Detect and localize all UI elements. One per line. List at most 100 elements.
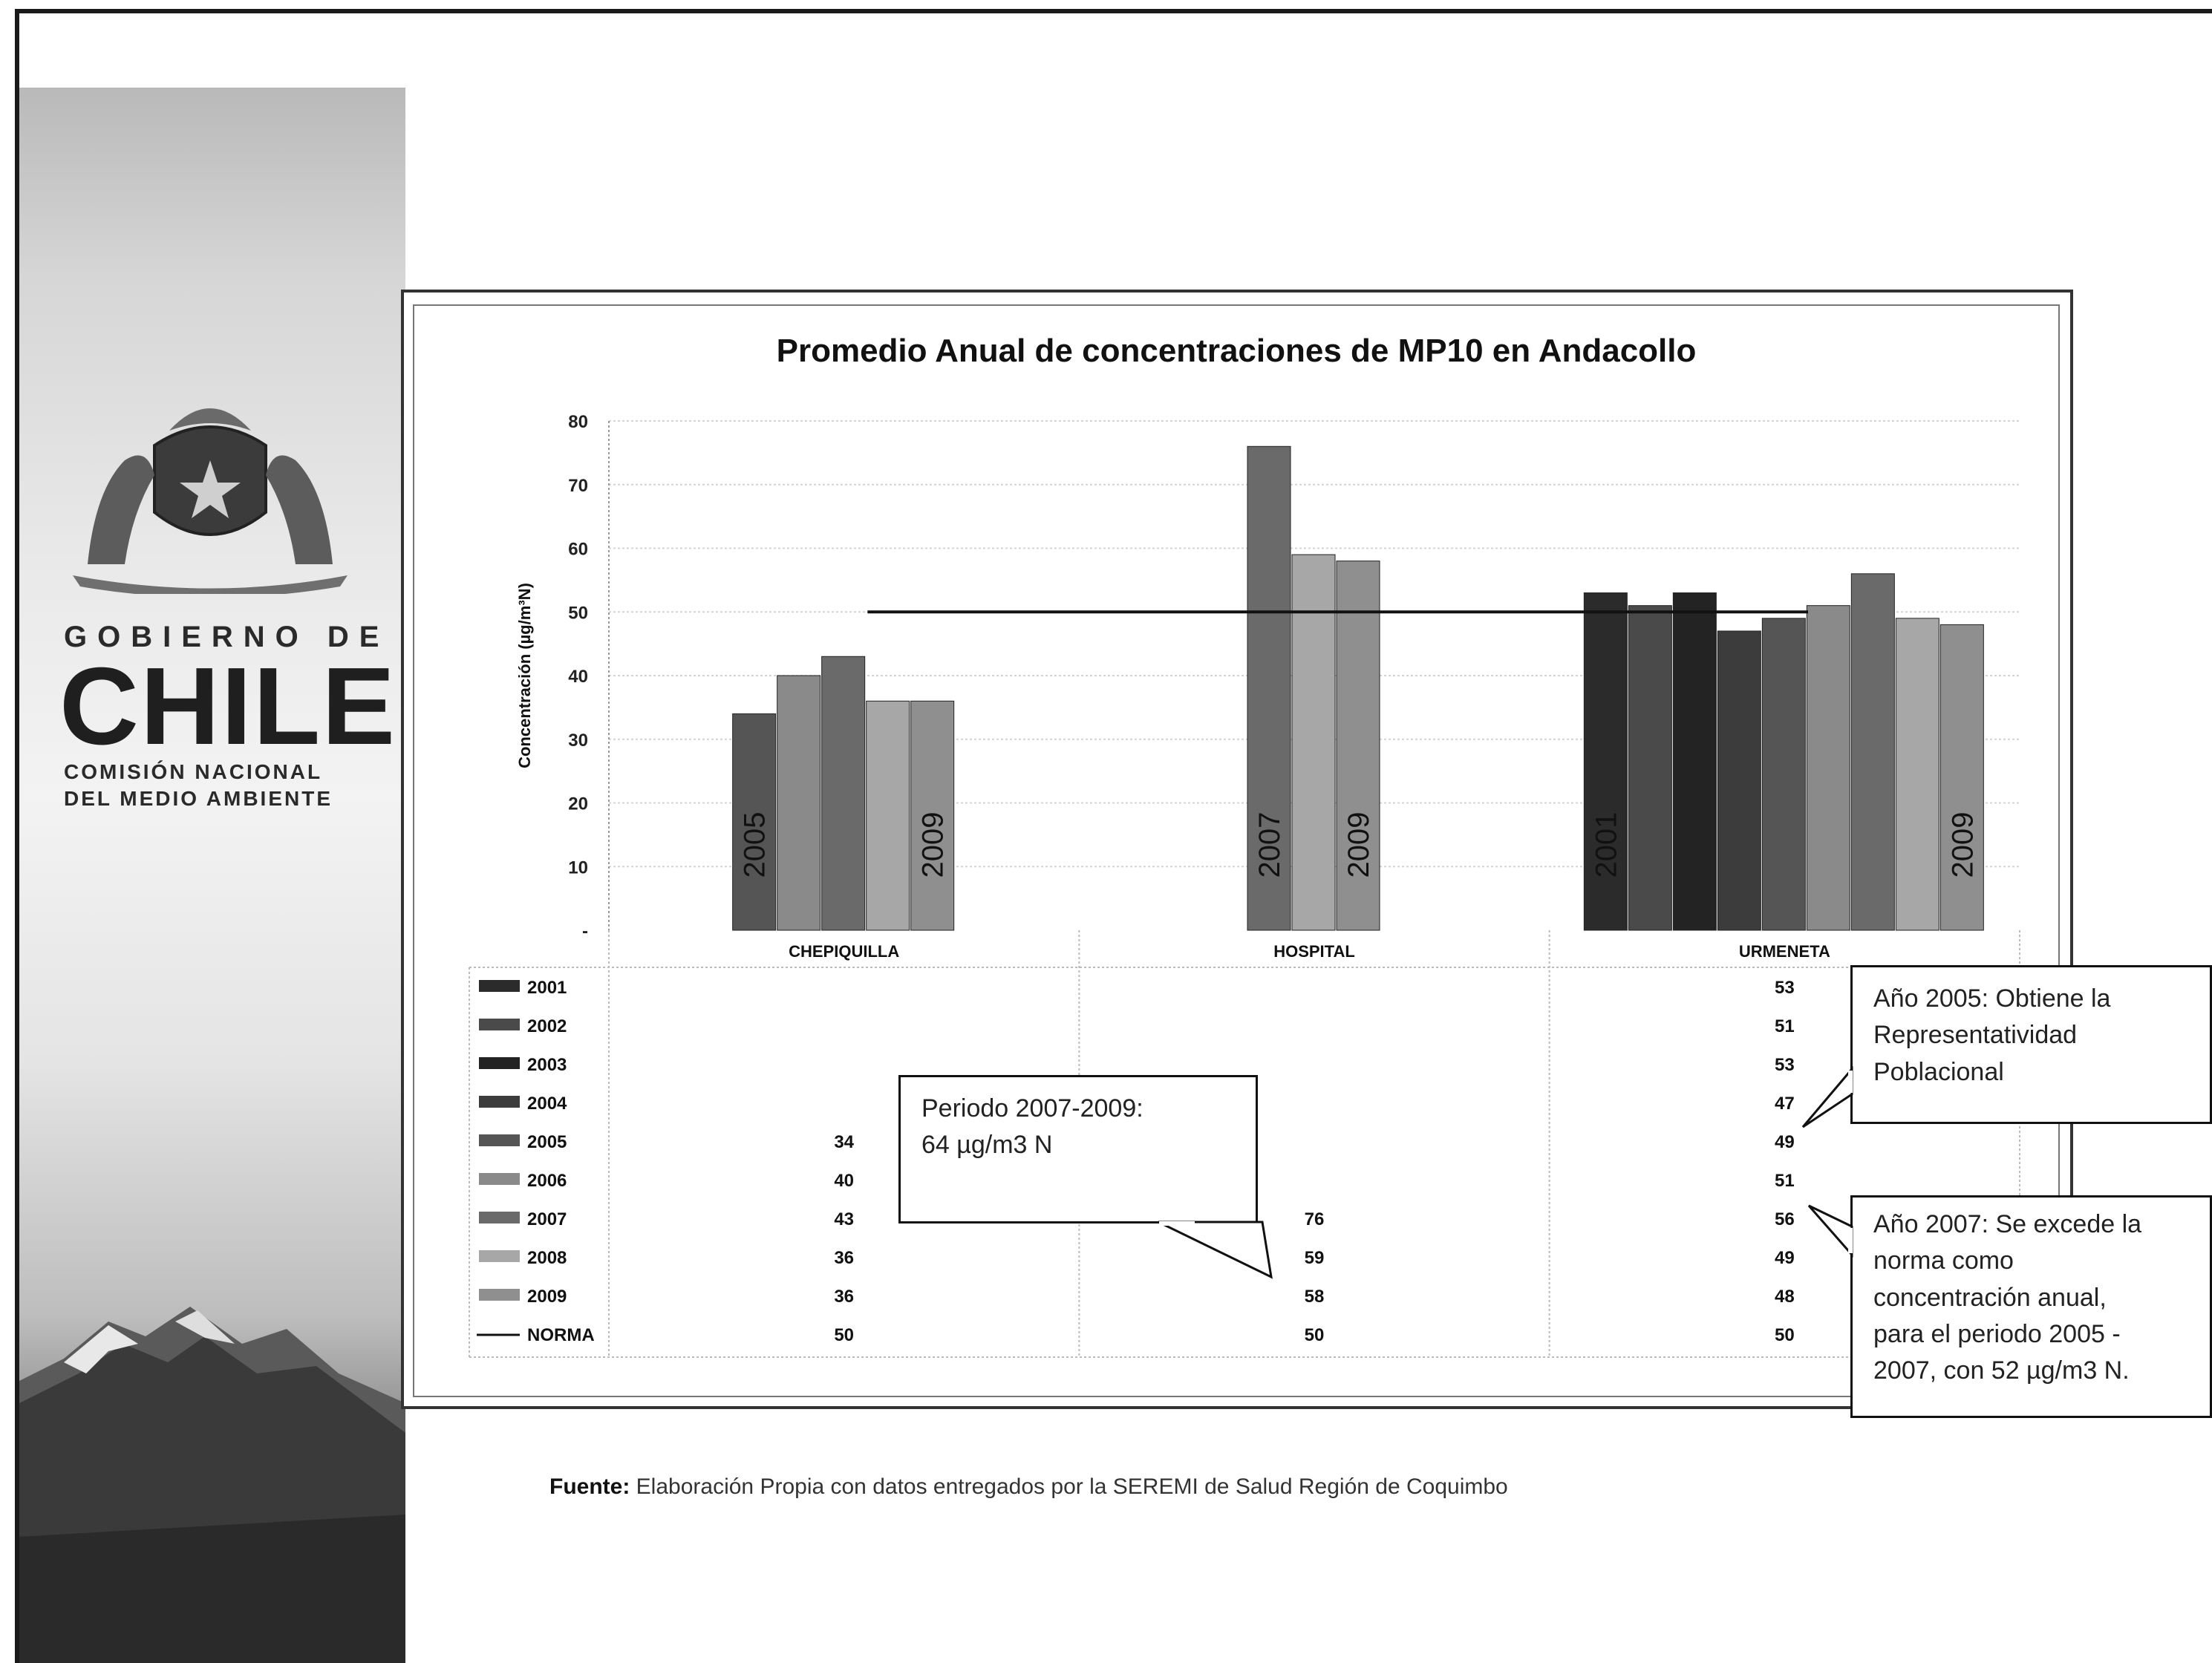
bar-urmeneta-2001 [1583,592,1628,931]
table-cell-value: 56 [1775,1209,1795,1229]
coat-of-arms-icon [73,408,348,594]
callout-periodo-line1: Periodo 2007-2009: [921,1094,1143,1123]
table-cell-value: 59 [1305,1248,1325,1268]
table-cell-value: 51 [1775,1016,1795,1036]
legend-key-2002 [479,1019,520,1030]
table-cell-value: 58 [1305,1287,1325,1307]
legend-key-2006 [479,1173,520,1185]
legend-label: 2005 [527,1132,567,1152]
bar-year-label: 2009 [1342,812,1375,878]
callout-periodo-line2: 64 µg/m3 N [921,1131,1053,1160]
bar-urmeneta-2005 [1761,618,1806,931]
category-label: HOSPITAL [1273,942,1355,961]
table-cell-value: 50 [1305,1325,1325,1345]
legend-label: 2003 [527,1055,567,1075]
legend-label: 2004 [527,1094,567,1114]
legend-key-2005 [479,1134,520,1146]
bar-urmeneta-2002 [1628,605,1672,931]
y-tick-label: 70 [568,476,588,496]
y-tick-label: 60 [568,540,588,560]
bar-chepiquilla-2006 [777,675,821,931]
callout-2007-line2: norma como [1873,1247,2014,1275]
table-cell-value: 49 [1775,1248,1795,1268]
legend-label: 2009 [527,1287,567,1307]
mountain-image [19,1307,405,1663]
chart-inner-frame [413,304,2060,1397]
legend-label: 2001 [527,978,567,998]
source-label: Fuente: [549,1474,630,1499]
bar-year-label: 2009 [917,812,950,878]
table-cell-value: 43 [834,1209,854,1229]
callout-2005-line2: Representatividad [1873,1021,2078,1050]
bar-hospital-2008 [1291,554,1336,931]
y-tick-label: - [582,921,588,941]
legend-key-2003 [479,1057,520,1069]
table-cell-value: 51 [1775,1171,1795,1191]
table-cell-value: 50 [834,1325,854,1345]
callout-2007-line1: Año 2007: Se excede la [1873,1210,2142,1238]
table-cell-value: 53 [1775,978,1795,998]
callout-2007-line3: concentración anual, [1873,1283,2107,1312]
legend-label: 2007 [527,1209,567,1229]
conama-line1: COMISIÓN NACIONAL [64,760,323,783]
bar-chepiquilla-2008 [866,700,910,931]
bar-urmeneta-2004 [1717,630,1761,931]
table-cell-value: 40 [834,1171,854,1191]
callout-2005: Año 2005: Obtiene la Representatividad P… [1850,965,2212,1124]
chart-title: Promedio Anual de concentraciones de MP1… [776,333,1697,369]
y-tick-label: 80 [568,412,588,432]
legend-label: 2002 [527,1016,567,1036]
table-cell-value: 48 [1775,1287,1795,1307]
bar-urmeneta-2003 [1672,592,1717,931]
callout-periodo: Periodo 2007-2009: 64 µg/m3 N [898,1075,1258,1223]
y-tick-label: 40 [568,667,588,687]
y-tick-label: 50 [568,603,588,623]
bar-chepiquilla-2009 [910,700,955,931]
bar-year-label: 2005 [739,812,771,878]
y-tick-label: 10 [568,857,588,878]
gobierno-de-text: GOBIERNO DE [64,621,390,653]
bar-urmeneta-2006 [1806,605,1850,931]
legend-key-2001 [479,980,520,992]
source-text: Elaboración Propia con datos entregados … [636,1474,1508,1499]
legend-key-2008 [479,1250,520,1262]
y-tick-label: 30 [568,731,588,751]
bar-year-label: 2007 [1253,812,1286,878]
legend-key-2004 [479,1096,520,1108]
conama-line2: DEL MEDIO AMBIENTE [64,787,333,810]
table-cell-value: 34 [834,1132,854,1152]
legend-label: 2008 [527,1248,567,1268]
table-cell-value: 76 [1305,1209,1325,1229]
bar-urmeneta-2009 [1939,624,1984,931]
callout-2007-line5: 2007, con 52 µg/m3 N. [1873,1356,2130,1385]
chile-logo-text: CHILE [59,645,397,768]
category-label: CHEPIQUILLA [789,942,899,961]
callout-2007: Año 2007: Se excede la norma como concen… [1850,1195,2212,1418]
table-cell-value: 49 [1775,1132,1795,1152]
bar-year-label: 2001 [1590,812,1622,878]
y-axis-label: Concentración (µg/m³N) [515,583,534,768]
callout-2007-line4: para el periodo 2005 - [1873,1319,2121,1348]
table-cell-value: 47 [1775,1094,1795,1114]
legend-key-2007 [479,1212,520,1223]
category-label: URMENETA [1739,942,1830,961]
source-note: Fuente: Elaboración Propia con datos ent… [549,1474,1508,1500]
table-cell-value: 36 [834,1287,854,1307]
bar-hospital-2007 [1247,445,1291,931]
bar-urmeneta-2008 [1895,618,1939,931]
table-cell-value: 36 [834,1248,854,1268]
table-cell-value: 53 [1775,1055,1795,1075]
bar-year-label: 2009 [1946,812,1979,878]
bar-chepiquilla-2005 [732,713,777,931]
y-tick-label: 20 [568,794,588,814]
bar-hospital-2009 [1336,561,1380,931]
legend-key-2009 [479,1289,520,1301]
callout-2005-line3: Poblacional [1873,1057,2004,1086]
legend-label: 2006 [527,1171,567,1191]
bar-chepiquilla-2007 [821,656,866,931]
legend-label: NORMA [527,1325,595,1345]
bar-urmeneta-2007 [1850,573,1895,931]
callout-2005-line1: Año 2005: Obtiene la [1873,984,2111,1013]
table-cell-value: 50 [1775,1325,1795,1345]
